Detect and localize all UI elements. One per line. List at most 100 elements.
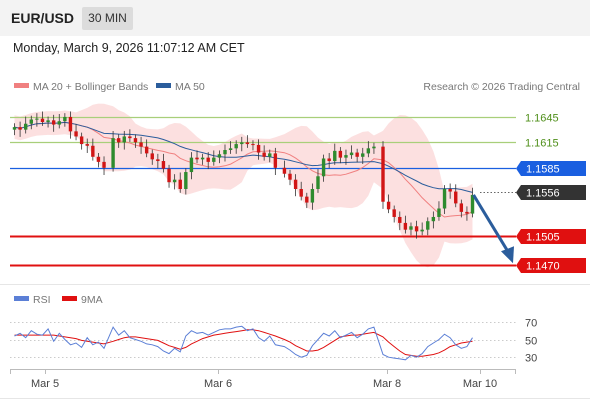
candle (139, 136, 143, 154)
candle (372, 142, 376, 154)
instrument-symbol: EUR/USD (11, 10, 75, 26)
candle-body (293, 179, 298, 189)
candle (35, 113, 39, 127)
candle-body (51, 120, 56, 125)
level-tag-background (516, 161, 586, 176)
candle-body (206, 157, 210, 162)
candle-body (442, 189, 447, 209)
candle-body (316, 176, 320, 189)
rsi-legend-label: RSI (33, 294, 51, 306)
candle-body (150, 153, 154, 160)
candle-body (161, 161, 166, 169)
candle (251, 140, 255, 151)
candle (442, 185, 447, 215)
candle-body (172, 179, 177, 183)
candle (91, 138, 95, 161)
candle (128, 129, 132, 142)
candle-body (361, 153, 365, 157)
candle-body (156, 159, 160, 162)
candle-body (96, 156, 101, 162)
x-tick-label: Mar 5 (31, 378, 59, 390)
candle-body (167, 168, 171, 183)
candle (122, 130, 126, 150)
candle-body (381, 146, 385, 202)
candle (282, 160, 287, 178)
candlesticks (12, 111, 475, 239)
ma50-legend-label: MA 50 (175, 81, 205, 93)
candle-body (116, 138, 121, 143)
candle-body (91, 145, 95, 157)
candle-body (310, 189, 315, 203)
candle-body (454, 191, 458, 204)
candle (57, 113, 61, 129)
candle (111, 130, 115, 172)
level-label-1-1645: 1.1645 (525, 113, 559, 125)
candle (431, 211, 436, 229)
candle-body (251, 144, 255, 146)
candle (150, 149, 154, 165)
candle-body (288, 173, 292, 180)
candle-body (68, 116, 73, 132)
level-tag-text: 1.1585 (526, 164, 560, 176)
candle (63, 113, 67, 127)
candle (96, 152, 101, 168)
candle-body (305, 196, 309, 203)
timeframe-badge[interactable]: 30 MIN (82, 7, 133, 30)
candle-body (465, 211, 469, 214)
candle-body (189, 157, 194, 173)
candle (338, 147, 343, 164)
candle-body (372, 146, 376, 149)
candle (184, 168, 188, 195)
level-tag-text: 1.1505 (526, 232, 560, 244)
candle-body (299, 189, 303, 197)
candle (18, 121, 22, 137)
candle (344, 149, 348, 165)
rsi-legend: RSI 9MA (14, 294, 103, 306)
candle-body (228, 148, 233, 151)
candle (51, 114, 56, 132)
candle-body (262, 152, 266, 157)
candle-body (448, 189, 452, 192)
candle-body (29, 119, 33, 124)
rsi-panel: 70 50 30 (10, 318, 537, 365)
bollinger-band-area (14, 103, 473, 268)
ma20-legend-swatch (14, 83, 29, 88)
candle (68, 111, 73, 139)
projection-arrow (472, 194, 514, 264)
support-resistance-levels (10, 116, 516, 267)
level-tag-1-1556: 1.1556 (516, 185, 586, 200)
candle (167, 164, 171, 188)
candle (74, 124, 78, 141)
candle-body (349, 152, 354, 156)
candle-body (392, 209, 396, 217)
candle (40, 111, 45, 126)
candle-body (133, 138, 138, 143)
candle (273, 147, 278, 176)
candle-body (398, 216, 402, 223)
level-tag-1-1470: 1.1470 (516, 258, 586, 273)
rsi-tick-label-30: 30 (525, 353, 537, 365)
candle-body (420, 229, 424, 232)
candle (454, 184, 458, 208)
x-tick-label: Mar 6 (204, 378, 232, 390)
candle (448, 183, 452, 199)
x-tick-label: Mar 10 (463, 378, 497, 390)
candle-body (431, 216, 436, 222)
candle-body (128, 136, 132, 139)
candle-body (63, 116, 67, 122)
candle-body (437, 208, 441, 217)
ma50-line (14, 121, 473, 193)
candle-body (40, 118, 45, 123)
candle-body (178, 179, 182, 189)
candle (156, 153, 160, 169)
candle-body (46, 120, 50, 123)
x-axis: Mar 5 Mar 6 Mar 8 Mar 10 (10, 369, 516, 390)
candle (116, 134, 121, 148)
candle (189, 152, 194, 180)
9ma-legend-label: 9MA (81, 294, 103, 306)
candle (392, 205, 396, 223)
candle (102, 156, 106, 176)
candle (144, 139, 149, 158)
candle (228, 141, 233, 154)
candle (133, 134, 138, 148)
